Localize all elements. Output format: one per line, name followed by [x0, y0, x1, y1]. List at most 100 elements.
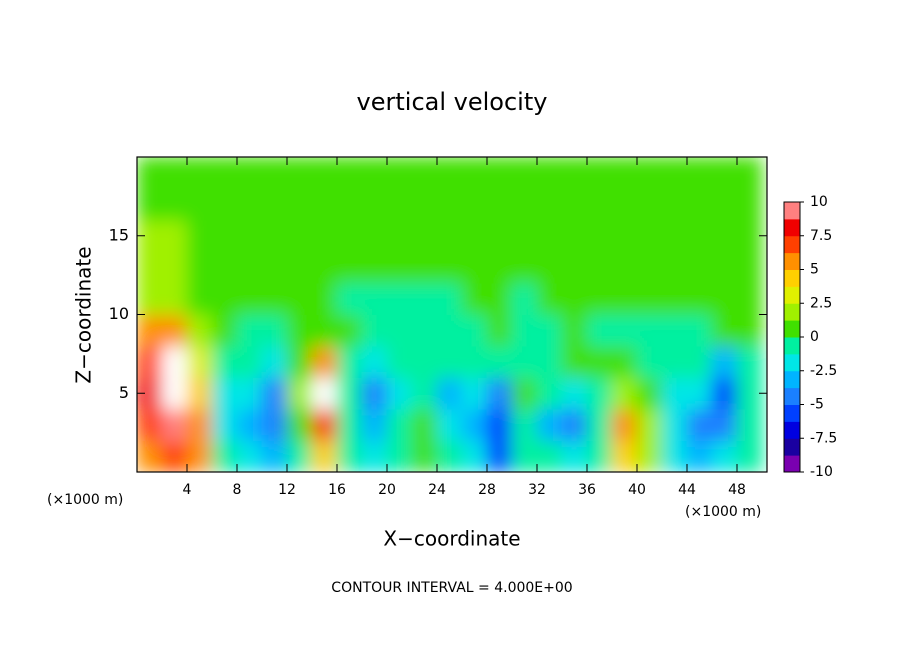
cell	[286, 219, 313, 252]
cell	[261, 282, 288, 315]
cell	[411, 219, 438, 252]
cell	[486, 251, 513, 284]
cell	[236, 219, 263, 252]
cell	[661, 345, 688, 378]
x-tick-label: 36	[578, 482, 596, 498]
cell	[686, 440, 713, 472]
cell	[686, 251, 713, 284]
cell	[486, 219, 513, 252]
cell	[137, 251, 163, 284]
cell	[411, 157, 438, 189]
cell	[486, 377, 513, 410]
cell	[661, 282, 688, 315]
cells	[137, 157, 763, 472]
cell	[586, 251, 613, 284]
cell	[561, 440, 588, 472]
cell	[161, 282, 188, 315]
cell	[411, 188, 438, 221]
cell	[486, 314, 513, 347]
cell	[411, 345, 438, 378]
cell	[137, 345, 163, 378]
cell	[336, 219, 363, 252]
cell	[211, 345, 238, 378]
cell	[536, 440, 563, 472]
colorbar-band	[784, 286, 800, 304]
cell	[736, 251, 763, 284]
cell	[336, 408, 363, 441]
cell	[636, 251, 663, 284]
cell	[586, 377, 613, 410]
cell	[636, 219, 663, 252]
x-tick-label: 32	[528, 482, 546, 498]
cell	[736, 157, 763, 189]
colorbar-tick-label: 0	[810, 329, 819, 345]
cell	[261, 251, 288, 284]
cell	[561, 251, 588, 284]
cell	[286, 345, 313, 378]
colorbar-tick-label: 5	[810, 262, 819, 278]
x-tick-label: 12	[278, 482, 296, 498]
cell	[661, 188, 688, 221]
cell	[611, 219, 638, 252]
cell	[636, 408, 663, 441]
cell	[161, 377, 188, 410]
cell	[186, 219, 213, 252]
cell	[461, 282, 488, 315]
cell	[461, 377, 488, 410]
cell	[661, 157, 688, 189]
colorbar-band	[784, 404, 800, 422]
cell	[161, 440, 188, 472]
cell	[486, 345, 513, 378]
cell	[561, 282, 588, 315]
cell	[536, 377, 563, 410]
cell	[436, 314, 463, 347]
cell	[286, 251, 313, 284]
cell	[536, 408, 563, 441]
cell	[386, 345, 413, 378]
cell	[386, 377, 413, 410]
cell	[561, 188, 588, 221]
cell	[336, 188, 363, 221]
cell	[636, 314, 663, 347]
cell	[511, 219, 538, 252]
y-tick-label: 5	[119, 383, 129, 402]
cell	[361, 314, 388, 347]
cell	[661, 314, 688, 347]
cell	[736, 314, 763, 347]
cell	[336, 440, 363, 472]
cell	[436, 188, 463, 221]
cell	[486, 157, 513, 189]
cell	[411, 314, 438, 347]
cell	[511, 345, 538, 378]
cell	[536, 251, 563, 284]
colorbar-tick-label: 7.5	[810, 228, 832, 244]
cell	[611, 188, 638, 221]
cell	[461, 408, 488, 441]
cell	[436, 282, 463, 315]
cell	[236, 282, 263, 315]
cell	[261, 219, 288, 252]
cell	[411, 408, 438, 441]
cell	[511, 314, 538, 347]
cell	[611, 157, 638, 189]
cell	[311, 219, 338, 252]
unit-label: (×1000 m)	[685, 504, 761, 520]
cell	[236, 408, 263, 441]
cell	[661, 219, 688, 252]
cell	[611, 408, 638, 441]
cell	[286, 440, 313, 472]
cell	[161, 345, 188, 378]
cell	[511, 157, 538, 189]
cell	[536, 219, 563, 252]
cell	[561, 314, 588, 347]
cell	[186, 345, 213, 378]
cell	[561, 345, 588, 378]
colorbar-band	[784, 269, 800, 287]
cell	[461, 251, 488, 284]
cell	[186, 377, 213, 410]
cell	[511, 282, 538, 315]
cell	[286, 282, 313, 315]
colorbar-tick-label: 10	[810, 194, 828, 210]
cell	[286, 377, 313, 410]
cell	[361, 219, 388, 252]
